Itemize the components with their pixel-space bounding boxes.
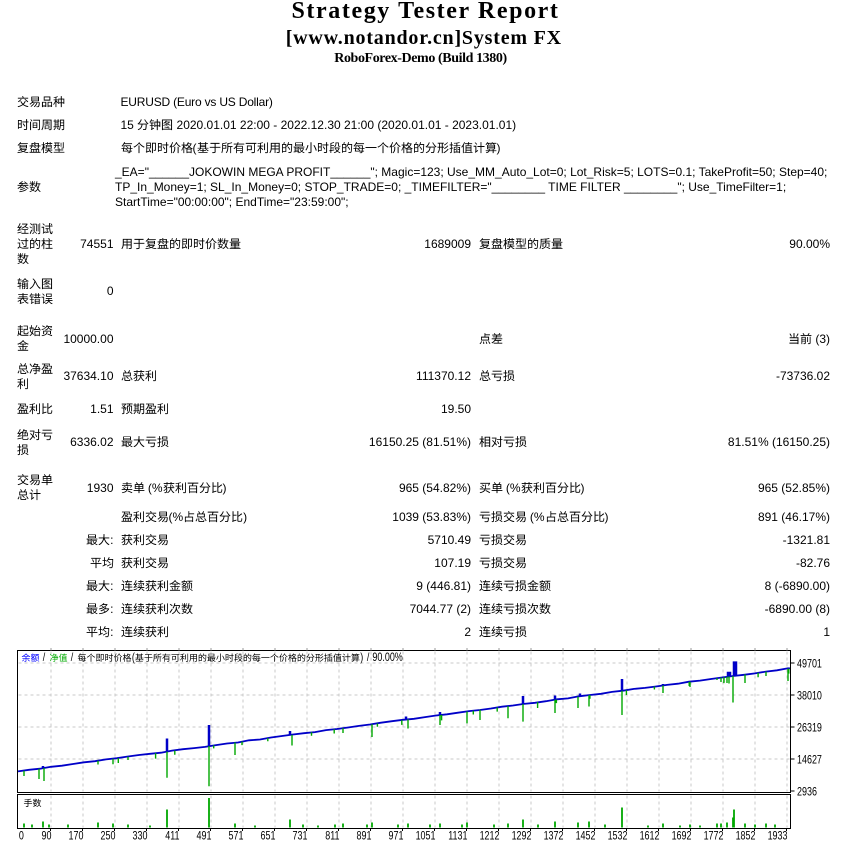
svg-text:330: 330 [133,830,148,842]
svg-text:651: 651 [261,830,276,842]
svg-text:1933: 1933 [768,830,788,842]
svg-text:971: 971 [389,830,404,842]
svg-text:/: / [367,652,370,664]
svg-text:170: 170 [69,830,84,842]
svg-text:1212: 1212 [480,830,500,842]
svg-text:1692: 1692 [672,830,692,842]
svg-text:1051: 1051 [416,830,436,842]
svg-text:49701: 49701 [797,659,822,671]
svg-text:90: 90 [42,830,52,842]
svg-text:90.00%: 90.00% [372,652,402,664]
svg-text:26319: 26319 [797,723,822,735]
svg-text:1131: 1131 [448,830,467,842]
svg-text:1852: 1852 [736,830,756,842]
svg-text:250: 250 [101,830,116,842]
svg-text:38010: 38010 [797,691,822,703]
svg-text:1532: 1532 [608,830,628,842]
svg-text:2936: 2936 [797,787,817,799]
svg-text:891: 891 [357,830,372,842]
svg-text:491: 491 [197,830,212,842]
svg-text:): ) [360,652,363,664]
svg-text:/: / [43,652,46,664]
svg-text:1292: 1292 [512,830,532,842]
svg-text:811: 811 [325,830,340,842]
svg-text:0: 0 [19,830,24,842]
svg-text:571: 571 [229,830,244,842]
svg-text:1452: 1452 [576,830,596,842]
svg-text:411: 411 [165,830,180,842]
svg-text:/: / [71,652,74,664]
svg-text:1612: 1612 [640,830,660,842]
svg-text:731: 731 [293,830,308,842]
svg-text:14627: 14627 [797,755,822,767]
svg-text:(: ( [132,652,135,664]
svg-text:1772: 1772 [704,830,724,842]
svg-text:1372: 1372 [544,830,564,842]
